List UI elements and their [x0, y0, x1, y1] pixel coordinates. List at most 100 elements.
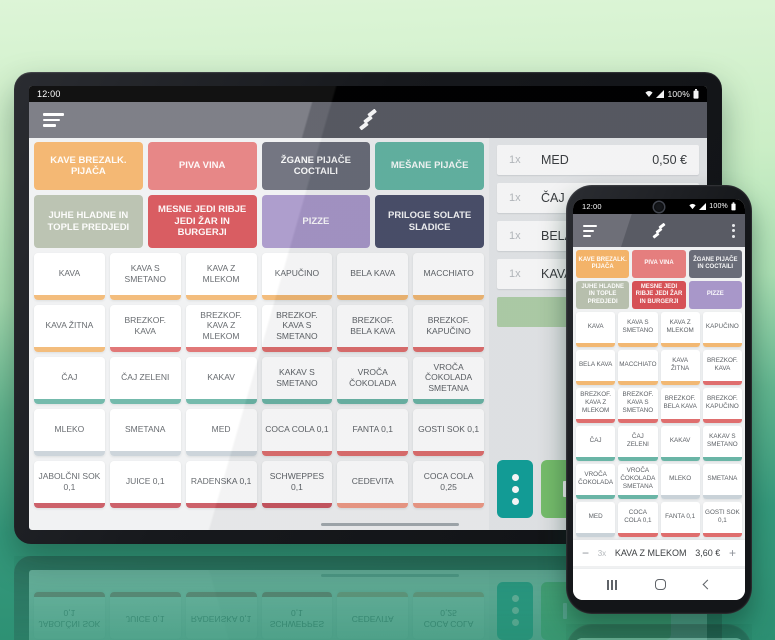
- category-label: MESNE JEDI RIBJE JEDI ŽAR IN BURGERJI: [158, 204, 247, 239]
- category-label: PRILOGE SOLATE SLADICE: [388, 210, 472, 233]
- item-button[interactable]: FANTA 0,1: [337, 409, 409, 456]
- item-button[interactable]: BREZKOF. KAVA S SMETANO: [261, 305, 333, 352]
- item-label: MACCHIATO: [619, 361, 657, 369]
- item-button[interactable]: VROČA ČOKOLADA: [337, 357, 409, 404]
- front-camera: [654, 202, 664, 212]
- item-button[interactable]: BREZKOF. KAVA Z MLEKOM: [185, 305, 257, 352]
- item-button[interactable]: COCA COLA 0,1: [261, 409, 333, 456]
- category-button[interactable]: ŽGANE PIJAČE COCTAILI: [261, 142, 371, 190]
- recents-icon[interactable]: [607, 579, 617, 590]
- battery-percent: 100%: [667, 89, 690, 99]
- item-button[interactable]: ČAJ: [576, 426, 616, 461]
- item-button[interactable]: KAKAV: [185, 357, 257, 404]
- menu-icon[interactable]: [583, 224, 597, 237]
- more-options-button[interactable]: [497, 460, 533, 518]
- item-button[interactable]: MED: [185, 409, 257, 456]
- item-button[interactable]: SMETANA: [702, 464, 742, 499]
- category-button[interactable]: MESNE JEDI RIBJE JEDI ŽAR IN BURGERJI: [632, 281, 686, 309]
- item-label: BREZKOF. KAVA Z MLEKOM: [580, 391, 612, 414]
- decrease-qty-button[interactable]: −: [582, 546, 590, 560]
- item-label: MACCHIATO: [423, 268, 474, 279]
- item-button[interactable]: KAVA S SMETANO: [618, 312, 658, 347]
- overflow-menu-icon[interactable]: [732, 223, 735, 238]
- category-button[interactable]: PIVA VINA: [632, 250, 686, 278]
- item-button[interactable]: MED: [576, 502, 616, 537]
- item-button[interactable]: GOSTI SOK 0,1: [702, 502, 742, 537]
- category-button[interactable]: ŽGANE PIJAČE IN COCTAILI: [688, 250, 742, 278]
- category-button[interactable]: MEŠANE PIJAČE: [375, 142, 484, 190]
- item-button[interactable]: BELA KAVA: [337, 253, 409, 300]
- item-button[interactable]: BREZKOF. KAPUČINO: [702, 388, 742, 423]
- item-button[interactable]: MLEKO: [660, 464, 700, 499]
- order-item-price: 3,60 €: [695, 548, 721, 558]
- back-icon[interactable]: [702, 579, 713, 590]
- clock: 12:00: [582, 202, 602, 211]
- item-button[interactable]: KAKAV S SMETANO: [261, 357, 333, 404]
- home-icon[interactable]: [654, 579, 666, 590]
- item-button[interactable]: MACCHIATO: [413, 253, 484, 300]
- item-color-strip: [660, 343, 700, 347]
- item-button[interactable]: BREZKOF. BELA KAVA: [660, 388, 700, 423]
- category-button[interactable]: PIZZE: [261, 195, 371, 248]
- product-area: KAVE BREZALK. PIJAČA PIVA VINA ŽGANE PIJAČ…: [29, 138, 489, 530]
- item-button[interactable]: ČAJ ZELENI: [618, 426, 658, 461]
- item-button[interactable]: BREZKOF. BELA KAVA: [337, 305, 409, 352]
- item-button[interactable]: KAVA Z MLEKOM: [185, 253, 257, 300]
- item-color-strip: [185, 399, 257, 404]
- item-button[interactable]: ČAJ: [34, 357, 105, 404]
- item-button[interactable]: MLEKO: [34, 409, 105, 456]
- category-button[interactable]: JUHE HLADNE IN TOPLE PREDJEDI: [576, 281, 630, 309]
- item-button[interactable]: RADENSKA 0,1: [185, 461, 257, 508]
- category-button[interactable]: PIVA VINA: [147, 142, 257, 190]
- item-button[interactable]: VROČA ČOKOLADA SMETANA: [413, 357, 484, 404]
- item-button[interactable]: JABOLČNI SOK 0,1: [34, 461, 105, 508]
- item-button[interactable]: SCHWEPPES 0,1: [261, 461, 333, 508]
- item-button[interactable]: VROČA ČOKOLADA: [576, 464, 616, 499]
- item-label: BELA KAVA: [350, 268, 396, 279]
- item-button[interactable]: KAKAV S SMETANO: [702, 426, 742, 461]
- item-button[interactable]: KAVA: [576, 312, 616, 347]
- item-button[interactable]: COCA COLA 0,1: [618, 502, 658, 537]
- item-button[interactable]: JUICE 0,1: [109, 461, 181, 508]
- item-button[interactable]: CEDEVITA: [337, 461, 409, 508]
- increase-qty-button[interactable]: +: [728, 546, 736, 560]
- item-button[interactable]: KAPUČINO: [261, 253, 333, 300]
- tablet-status-bar: 12:00 100%: [29, 86, 707, 102]
- item-button[interactable]: BREZKOF. KAVA: [109, 305, 181, 352]
- category-button[interactable]: JUHE HLADNE IN TOPLE PREDJEDI: [34, 195, 143, 248]
- item-color-strip: [185, 451, 257, 456]
- category-label: PIVA VINA: [644, 260, 674, 267]
- category-button[interactable]: MESNE JEDI RIBJE JEDI ŽAR IN BURGERJI: [147, 195, 257, 248]
- item-button[interactable]: BREZKOF. KAVA S SMETANO: [618, 388, 658, 423]
- category-button[interactable]: KAVE BREZALK. PIJAČA: [34, 142, 143, 190]
- item-button[interactable]: KAVA S SMETANO: [109, 253, 181, 300]
- item-button[interactable]: BREZKOF. KAVA Z MLEKOM: [576, 388, 616, 423]
- category-button[interactable]: KAVE BREZALK. PIJAČA: [576, 250, 630, 278]
- item-button[interactable]: VROČA ČOKOLADA SMETANA: [618, 464, 658, 499]
- item-button[interactable]: KAVA ŽITNA: [660, 350, 700, 385]
- item-color-strip: [576, 457, 616, 461]
- category-button[interactable]: PRILOGE SOLATE SLADICE: [375, 195, 484, 248]
- order-row[interactable]: 1x MED 0,50 €: [497, 145, 699, 175]
- item-button[interactable]: KAKAV: [660, 426, 700, 461]
- category-button[interactable]: PIZZE: [688, 281, 742, 309]
- item-button[interactable]: GOSTI SOK 0,1: [413, 409, 484, 456]
- item-label: GOSTI SOK 0,1: [418, 424, 480, 435]
- item-button[interactable]: BELA KAVA: [576, 350, 616, 385]
- item-button[interactable]: SMETANA: [109, 409, 181, 456]
- item-button[interactable]: ČAJ ZELENI: [109, 357, 181, 404]
- item-button[interactable]: FANTA 0,1: [660, 502, 700, 537]
- menu-icon[interactable]: [43, 113, 64, 127]
- item-color-strip: [618, 381, 658, 385]
- item-color-strip: [702, 457, 742, 461]
- item-button[interactable]: KAPUČINO: [702, 312, 742, 347]
- item-button[interactable]: KAVA: [34, 253, 105, 300]
- item-button[interactable]: KAVA Z MLEKOM: [660, 312, 700, 347]
- item-button[interactable]: BREZKOF. KAPUČINO: [413, 305, 484, 352]
- item-button[interactable]: MACCHIATO: [618, 350, 658, 385]
- horizontal-scrollbar[interactable]: [321, 523, 459, 526]
- item-button[interactable]: BREZKOF. KAVA: [702, 350, 742, 385]
- item-label: BREZKOF. KAVA S SMETANO: [622, 391, 654, 414]
- item-button[interactable]: COCA COLA 0,25: [413, 461, 484, 508]
- item-button[interactable]: KAVA ŽITNA: [34, 305, 105, 352]
